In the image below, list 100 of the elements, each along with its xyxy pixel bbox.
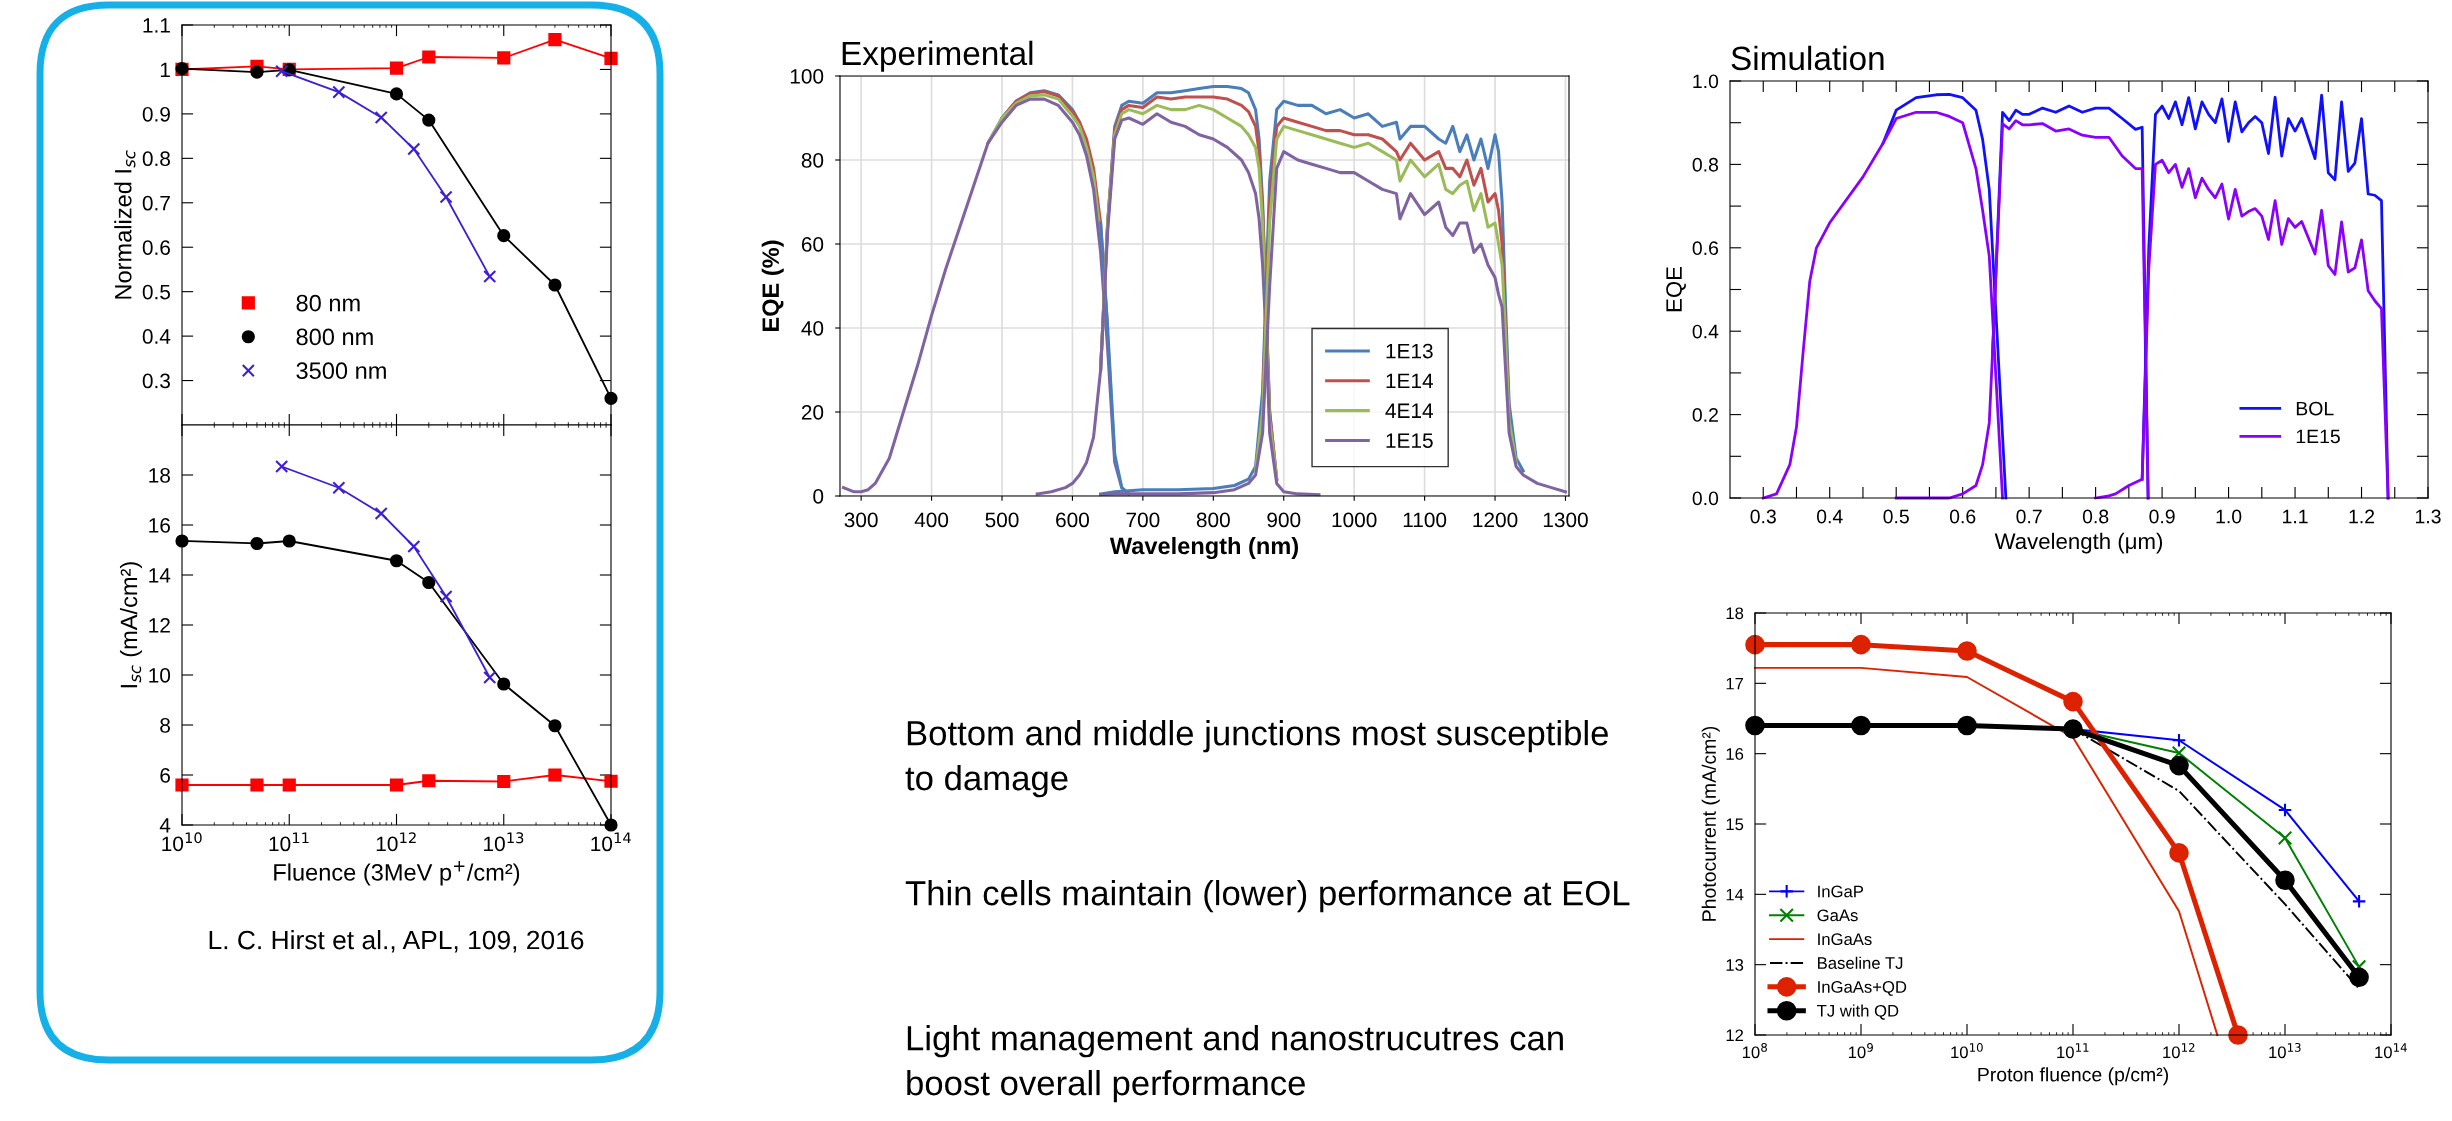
y-tick-label: 1.1 xyxy=(143,18,170,33)
text: Bottom and middle junctions most susceptible to damage xyxy=(905,720,1608,798)
x-tick-label: 1.2 xyxy=(2349,509,2375,524)
legend-label: 4E14 xyxy=(1385,403,1433,418)
y-tick-label: 4 xyxy=(159,818,171,833)
legend-label: 1E15 xyxy=(2296,429,2340,444)
x-tick-label: 10$^{13}$ xyxy=(484,832,524,852)
x-tick-label: 0.6 xyxy=(1949,509,1976,524)
text: Thin cells maintain (lower) performance at EOL xyxy=(905,880,1630,913)
legend-label: 80 nm xyxy=(296,294,360,312)
y-tick-label: 40 xyxy=(801,321,824,336)
x-tick-label: 10$^{12}$ xyxy=(376,832,416,852)
x-tick-label: 300 xyxy=(844,512,878,528)
y-tick-label: 0.0 xyxy=(1692,491,1719,506)
x-tick-label: 10$^{10}$ xyxy=(162,832,202,852)
x-tick-label: 10$^{10}$ xyxy=(1951,1043,1983,1059)
y-tick-label: 12 xyxy=(149,618,170,633)
x-axis-title: Wavelength (nm) xyxy=(1109,536,1298,560)
x-tick-label: 1.1 xyxy=(2283,509,2308,524)
y-tick-label: 0.4 xyxy=(142,329,171,344)
y-tick-label: 13 xyxy=(1726,959,1744,971)
x-tick-label: 1300 xyxy=(1543,512,1588,528)
x-tick-label: 10$^{14}$ xyxy=(591,832,631,852)
x-tick-label: 10$^{14}$ xyxy=(2375,1043,2407,1059)
legend-label: 3500 nm xyxy=(296,362,386,380)
x-tick-label: 10$^{11}$ xyxy=(2057,1043,2089,1059)
y-tick-label: 1.0 xyxy=(1693,74,1719,89)
y-axis-title: EQE xyxy=(1666,266,1686,312)
y-tick-label: 0.9 xyxy=(142,106,170,122)
legend-label: InGaAs xyxy=(1818,933,1872,946)
y-tick-label: 14 xyxy=(149,568,171,583)
y-tick-label: 18 xyxy=(149,468,170,483)
y-tick-label: 0.8 xyxy=(1692,157,1719,172)
x-axis-title: Wavelength (μm) xyxy=(1994,532,2163,554)
legend-label: Baseline TJ xyxy=(1818,956,1903,969)
x-tick-label: 900 xyxy=(1267,512,1301,528)
x-tick-label: 0.9 xyxy=(2149,509,2175,524)
y-tick-label: 0.7 xyxy=(142,195,170,211)
x-axis-title: Proton fluence (p/cm²) xyxy=(1978,1067,2168,1086)
legend-label: TJ with QD xyxy=(1817,1004,1899,1020)
y-tick-label: 0 xyxy=(813,489,824,504)
x-tick-label: 1100 xyxy=(1403,512,1447,528)
y-tick-label: 0.6 xyxy=(1692,241,1719,256)
y-tick-label: 1 xyxy=(160,62,170,77)
x-tick-label: 1.3 xyxy=(2415,509,2441,524)
x-tick-label: 600 xyxy=(1056,512,1089,528)
y-axis-title: Normalized I$_{sc}$ xyxy=(114,150,136,299)
x-tick-label: 10$^{8}$ xyxy=(1742,1043,1767,1059)
y-tick-label: 100 xyxy=(790,69,824,84)
text: Light management and nanostrucutres can boost overall performance xyxy=(907,1025,1563,1103)
x-tick-label: 1.0 xyxy=(2216,509,2242,524)
y-tick-label: 20 xyxy=(801,405,824,420)
x-tick-label: 10$^{11}$ xyxy=(269,832,309,852)
x-tick-label: 500 xyxy=(985,512,1019,528)
y-tick-label: 15 xyxy=(1726,818,1744,831)
y-axis-title: EQE (%) xyxy=(761,240,784,331)
x-tick-label: 0.5 xyxy=(1883,509,1909,524)
legend-label: GaAs xyxy=(1817,909,1858,922)
y-tick-label: 0.2 xyxy=(1692,408,1718,422)
y-tick-label: 16 xyxy=(149,518,170,533)
y-tick-label: 6 xyxy=(160,768,170,783)
x-tick-label: 700 xyxy=(1126,512,1160,528)
y-tick-label: 0.6 xyxy=(142,240,170,255)
x-tick-label: 400 xyxy=(914,512,949,528)
y-tick-label: 80 xyxy=(801,153,824,168)
legend-label: 1E14 xyxy=(1386,373,1433,389)
chart-title: Experimental xyxy=(842,40,1033,72)
x-tick-label: 0.4 xyxy=(1816,509,1843,524)
legend-label: 800 nm xyxy=(296,328,373,346)
x-tick-label: 0.7 xyxy=(2016,509,2042,524)
y-tick-label: 18 xyxy=(1726,607,1744,620)
x-tick-label: 1200 xyxy=(1473,512,1518,528)
x-tick-label: 0.3 xyxy=(1750,509,1776,524)
legend-label: InGaP xyxy=(1818,885,1864,898)
y-axis-title: I$_{sc}$ (mA/cm²) xyxy=(119,562,142,688)
legend-label: BOL xyxy=(2296,401,2334,416)
y-tick-label: 0.8 xyxy=(142,151,170,167)
legend-label: InGaAs+QD xyxy=(1818,981,1907,996)
legend-label: 1E15 xyxy=(1386,433,1433,448)
legend-label: 1E13 xyxy=(1386,343,1433,359)
y-tick-label: 60 xyxy=(801,237,824,252)
y-tick-label: 0.4 xyxy=(1692,324,1719,339)
chart-title: Simulation xyxy=(1731,45,1884,71)
y-axis-title: Photocurrent (mA/cm²) xyxy=(1701,726,1720,921)
y-tick-label: 14 xyxy=(1726,888,1744,901)
x-axis-title: Fluence (3MeV p$^{+}$/cm²) xyxy=(274,861,520,886)
x-tick-label: 0.8 xyxy=(2082,509,2109,524)
y-tick-label: 16 xyxy=(1726,748,1744,760)
x-tick-label: 1000 xyxy=(1332,512,1377,528)
x-tick-label: 800 xyxy=(1196,512,1230,528)
x-tick-label: 10$^{9}$ xyxy=(1848,1043,1873,1059)
y-tick-label: 17 xyxy=(1726,677,1744,690)
y-tick-label: 0.3 xyxy=(142,373,170,389)
y-tick-label: 0.5 xyxy=(142,284,171,300)
y-tick-label: 8 xyxy=(160,718,170,733)
y-tick-label: 12 xyxy=(1726,1029,1744,1042)
x-tick-label: 10$^{12}$ xyxy=(2163,1043,2195,1059)
text: L. C. Hirst et al., APL, 109, 2016 xyxy=(209,930,584,953)
y-tick-label: 10 xyxy=(149,668,171,683)
x-tick-label: 10$^{13}$ xyxy=(2269,1043,2301,1059)
